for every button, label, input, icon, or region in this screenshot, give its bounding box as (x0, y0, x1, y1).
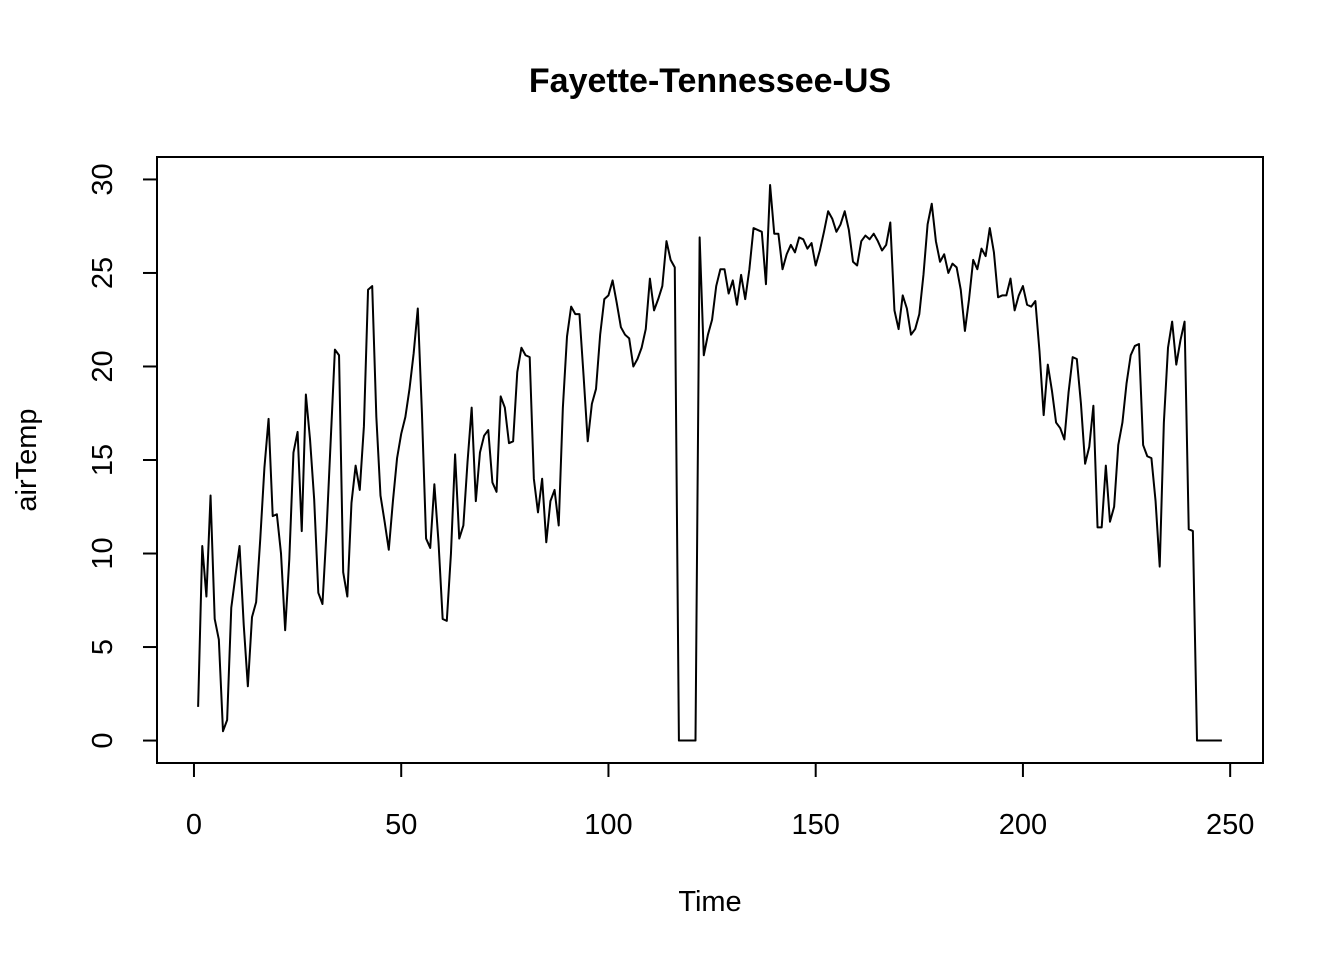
y-tick-label: 0 (87, 732, 119, 748)
x-axis-title: Time (678, 886, 741, 918)
x-tick-label: 100 (584, 809, 632, 841)
x-tick-label: 50 (385, 809, 417, 841)
y-axis-title: airTemp (11, 408, 43, 511)
x-tick-label: 150 (791, 809, 839, 841)
y-axis: 0 5 10 15 20 25 30 (87, 163, 158, 749)
y-tick-label: 25 (87, 257, 119, 289)
y-tick-label: 10 (87, 537, 119, 569)
x-tick-label: 0 (186, 809, 202, 841)
y-tick-label: 15 (87, 444, 119, 476)
x-tick-label: 200 (999, 809, 1047, 841)
chart-title: Fayette-Tennessee-US (529, 62, 891, 100)
y-tick-label: 20 (87, 350, 119, 382)
y-tick-label: 5 (87, 639, 119, 655)
x-tick-label: 250 (1206, 809, 1254, 841)
airtemp-series-line (197, 184, 1222, 742)
x-axis: 0 50 100 150 200 250 (186, 762, 1254, 841)
y-tick-label: 30 (87, 163, 119, 195)
